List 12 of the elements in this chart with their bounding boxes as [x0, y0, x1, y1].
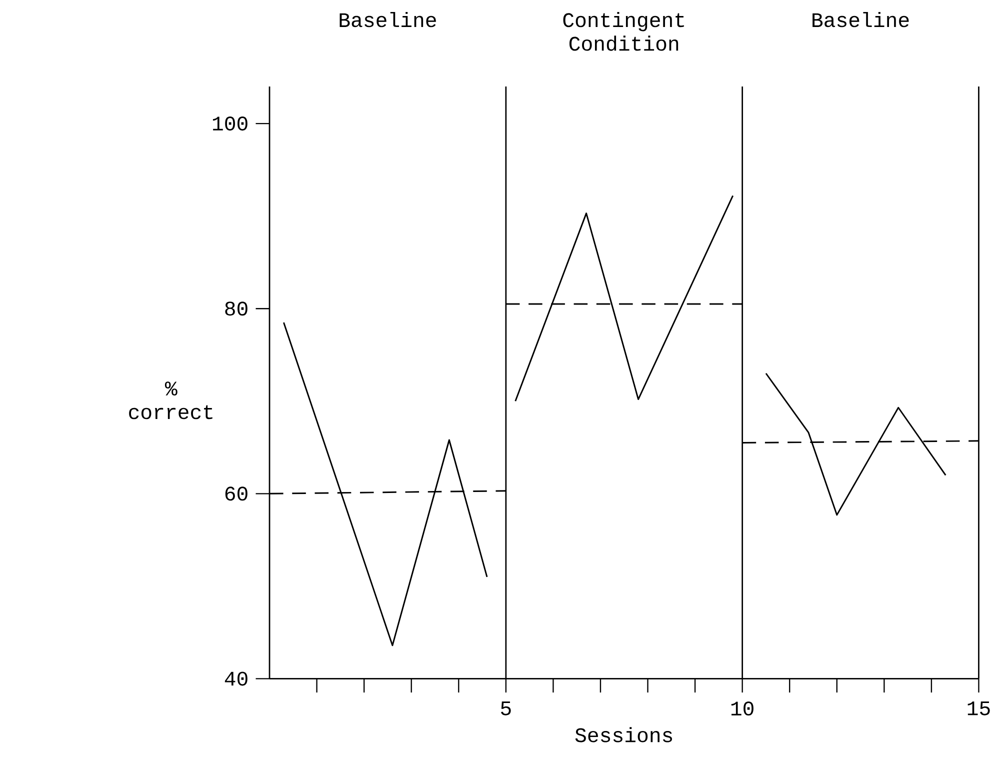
y-tick-label: 80: [225, 301, 248, 316]
text: Baseline: [340, 12, 436, 28]
text: Baseline: [812, 12, 909, 28]
y-tick-label: 40: [224, 672, 248, 686]
text: Contingent Condition: [563, 12, 684, 51]
y-tick-label: 100: [212, 116, 248, 130]
y-axis-title: % correct: [129, 381, 212, 420]
y-tick-label: 60: [225, 486, 248, 501]
x-tick-label: 5: [501, 701, 511, 716]
x-tick-label: 10: [731, 701, 754, 716]
x-tick-label: 15: [968, 701, 990, 716]
x-axis-title: Sessions: [575, 726, 672, 742]
